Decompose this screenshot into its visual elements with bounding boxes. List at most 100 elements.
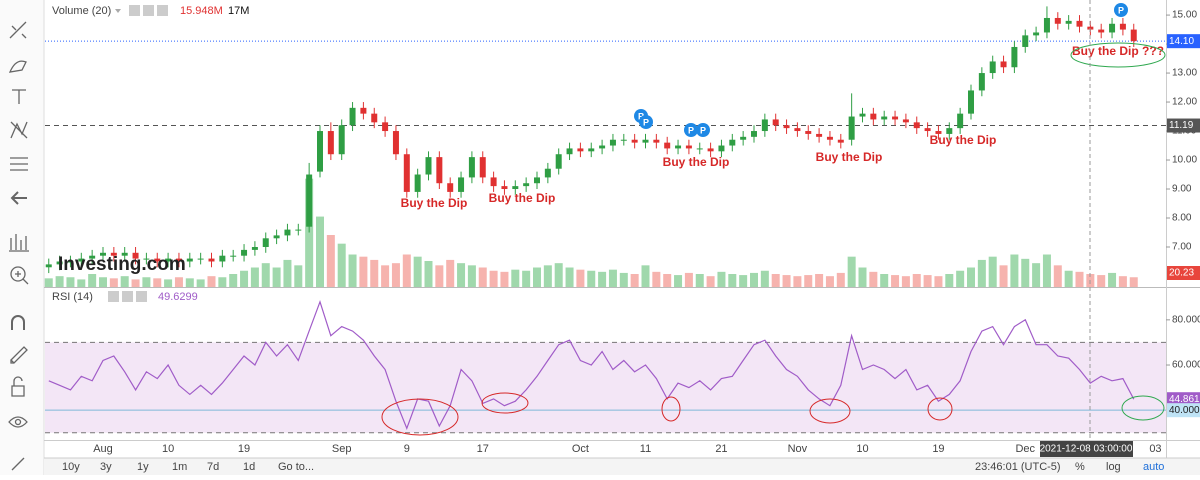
event-marker xyxy=(684,123,698,137)
range-button[interactable]: 10y xyxy=(62,461,80,473)
tool-pencil[interactable] xyxy=(10,346,28,364)
goto-button[interactable]: Go to... xyxy=(278,461,314,473)
candle-body xyxy=(664,142,671,149)
event-label: P xyxy=(700,125,706,135)
header-icon[interactable] xyxy=(108,291,119,302)
volume-bar xyxy=(847,256,856,287)
volume-bar xyxy=(880,274,889,287)
candle-body xyxy=(924,128,931,132)
tool-pattern[interactable] xyxy=(10,121,28,139)
header-icon[interactable] xyxy=(157,5,168,16)
volume-bar xyxy=(1097,275,1106,287)
y-tick-label: 12.00 xyxy=(1172,97,1197,108)
range-button[interactable]: 1d xyxy=(243,461,255,473)
volume-bar xyxy=(945,274,954,287)
log-button[interactable]: log xyxy=(1106,461,1121,473)
x-tick-label: 19 xyxy=(238,443,250,455)
candle-body xyxy=(978,73,985,91)
volume-bar xyxy=(967,267,975,287)
candle-body xyxy=(1119,23,1126,30)
volume-bar xyxy=(1021,258,1030,287)
volume-bar xyxy=(457,263,466,287)
candle-body xyxy=(273,235,280,239)
annotation: Buy the Dip xyxy=(930,133,997,147)
candle-body xyxy=(512,186,519,190)
annotation-ellipse xyxy=(661,396,681,422)
volume-bar xyxy=(554,263,563,287)
volume-bar xyxy=(511,269,520,287)
candle-body xyxy=(794,128,801,132)
tool-back[interactable] xyxy=(10,191,27,205)
header-icon[interactable] xyxy=(136,291,147,302)
volume-bar xyxy=(533,267,541,287)
tool-magnet[interactable] xyxy=(11,315,25,330)
x-tick-label: Aug xyxy=(93,443,113,455)
candle-body xyxy=(1043,17,1050,33)
annotation: Buy the Dip ??? xyxy=(1072,44,1164,58)
tool-lock[interactable] xyxy=(11,376,25,397)
volume-bar xyxy=(663,274,672,287)
annotation-ellipse xyxy=(1121,395,1165,421)
candle-body xyxy=(523,183,530,187)
candle-body xyxy=(56,261,63,265)
x-tick-label: Nov xyxy=(788,443,808,455)
candle-body xyxy=(468,157,475,178)
event-label: P xyxy=(643,117,649,127)
candle-body xyxy=(436,157,443,184)
volume-title: Volume (20) xyxy=(52,5,111,17)
volume-bar xyxy=(988,256,997,287)
tool-icons xyxy=(8,21,29,471)
range-button[interactable]: 7d xyxy=(207,461,219,473)
candle-body xyxy=(479,157,486,178)
candle-body xyxy=(620,139,627,141)
candle-body xyxy=(403,154,410,192)
volume-bar xyxy=(815,274,824,287)
percent-button[interactable]: % xyxy=(1075,461,1085,473)
volume-bar xyxy=(391,263,400,287)
candle-body xyxy=(913,122,920,129)
candle-body xyxy=(1130,29,1137,42)
tool-brush[interactable] xyxy=(8,60,27,73)
tool-crosshair[interactable] xyxy=(9,21,27,39)
volume-bar xyxy=(261,263,270,287)
volume-bar xyxy=(109,278,118,287)
price-line-label-box xyxy=(1167,34,1200,49)
dropdown[interactable] xyxy=(115,9,121,13)
candle-body xyxy=(110,252,117,256)
tool-eye[interactable] xyxy=(8,416,28,428)
auto-button[interactable]: auto xyxy=(1143,461,1164,473)
range-button[interactable]: 1m xyxy=(172,461,187,473)
volume-bar xyxy=(977,259,986,287)
volume-bar xyxy=(836,272,845,287)
tool-zoom[interactable] xyxy=(10,266,26,282)
header-icon[interactable] xyxy=(122,291,133,302)
header-icon[interactable] xyxy=(143,5,154,16)
watermark: Investing.com xyxy=(58,254,186,275)
volume-value: 15.948M xyxy=(180,5,223,17)
volume-bar xyxy=(120,276,129,287)
candle-body xyxy=(816,133,823,137)
volume-bar xyxy=(185,278,194,287)
header-icon[interactable] xyxy=(129,5,140,16)
tool-clip[interactable] xyxy=(11,457,25,471)
volume-bar xyxy=(99,277,107,287)
tool-fib[interactable] xyxy=(10,157,28,171)
volume-axis-tag-box xyxy=(1167,266,1200,280)
volume-bar xyxy=(435,265,444,287)
candle-body xyxy=(425,157,432,175)
candle-body xyxy=(501,186,508,190)
range-button[interactable]: 1y xyxy=(137,461,149,473)
candle-body xyxy=(197,258,204,260)
volume-bar xyxy=(55,276,64,287)
tool-indicators[interactable] xyxy=(9,234,29,252)
volume-bar xyxy=(424,261,433,287)
volume-bar xyxy=(44,278,53,287)
tool-text[interactable] xyxy=(12,89,26,104)
annotation: Buy the Dip xyxy=(401,196,468,210)
volume-bar xyxy=(804,275,813,287)
range-button[interactable]: 3y xyxy=(100,461,112,473)
candle-body xyxy=(349,107,356,126)
candle-body xyxy=(1022,35,1029,47)
x-tick-label: Oct xyxy=(572,443,589,455)
